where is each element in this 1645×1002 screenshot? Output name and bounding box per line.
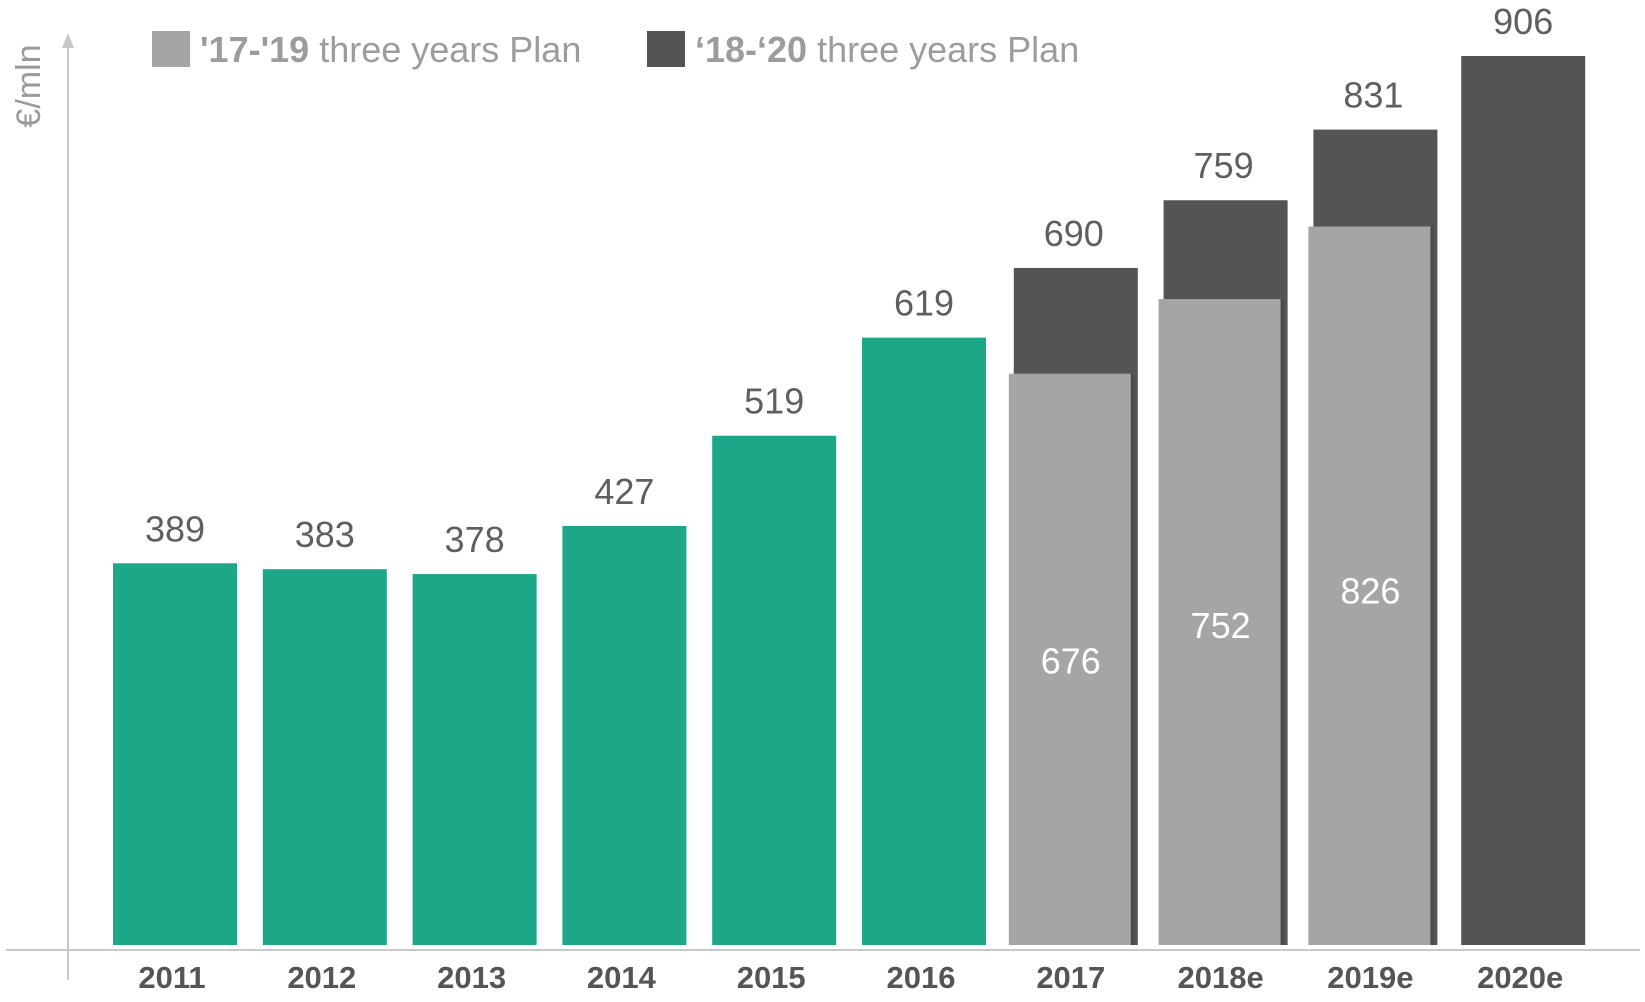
labels: 389 2011 383 2012 378 2013 427 2014 519 2015 619 20…	[138, 1, 1563, 995]
bar-plan-18-20-2020e	[1461, 56, 1586, 945]
value-label-plan-18-20-2020e: 906	[1493, 1, 1553, 42]
value-label-plan-17-19-2018e: 752	[1191, 605, 1251, 646]
bar-plan-17-19-edge-2017	[1130, 373, 1134, 945]
x-tick-label-2012: 2012	[287, 960, 356, 995]
x-tick-label-2011: 2011	[138, 960, 205, 995]
bar-plan-17-19-edge-2018e	[1280, 299, 1284, 946]
x-tick-label-2016: 2016	[887, 960, 956, 995]
bars	[113, 56, 1586, 946]
y-axis-label: €/mln	[10, 44, 48, 127]
value-label-plan-17-19-2019e: 826	[1340, 571, 1400, 612]
bar-actual-2013	[412, 574, 537, 945]
value-label-plan-18-20-2017: 690	[1044, 213, 1104, 254]
bar-plan-17-19-2018e	[1158, 299, 1283, 946]
bar-actual-2014	[562, 526, 687, 945]
value-label-2012: 383	[295, 514, 355, 555]
x-tick-label-2017: 2017	[1036, 960, 1105, 995]
x-tick-label-2014: 2014	[587, 960, 657, 995]
value-label-2013: 378	[445, 519, 505, 560]
value-label-2014: 427	[594, 471, 654, 512]
x-tick-label-2020e: 2020e	[1477, 960, 1563, 995]
bar-actual-2016	[862, 337, 986, 946]
x-tick-label-2018e: 2018e	[1177, 960, 1263, 995]
value-label-plan-17-19-2017: 676	[1041, 641, 1101, 682]
legend-swatch-1	[152, 31, 190, 67]
y-axis-arrow	[62, 33, 74, 48]
bar-plan-17-19-2017	[1008, 373, 1133, 945]
value-label-plan-18-20-2018e: 759	[1194, 145, 1254, 186]
bar-actual-2011	[113, 563, 237, 945]
legend-label-2: ‘18-‘20 three years Plan	[695, 29, 1079, 70]
legend-label-1: '17-'19 three years Plan	[200, 29, 581, 70]
x-tick-label-2019e: 2019e	[1327, 960, 1413, 995]
value-label-plan-18-20-2019e: 831	[1343, 75, 1403, 116]
x-tick-label-2015: 2015	[737, 960, 806, 995]
bar-actual-2012	[262, 569, 387, 945]
bar-actual-2015	[712, 435, 837, 945]
value-label-2016: 619	[894, 283, 954, 324]
legend-swatch-2	[647, 31, 685, 67]
axes: €/mln	[6, 33, 1640, 980]
bar-plan-17-19-edge-2019e	[1430, 226, 1434, 945]
x-tick-label-2013: 2013	[437, 960, 506, 995]
legend: '17-'19 three years Plan ‘18-‘20 three ye…	[152, 29, 1079, 70]
value-label-2015: 519	[744, 381, 804, 422]
value-label-2011: 389	[145, 508, 205, 549]
bar-plan-17-19-2019e	[1308, 226, 1433, 945]
